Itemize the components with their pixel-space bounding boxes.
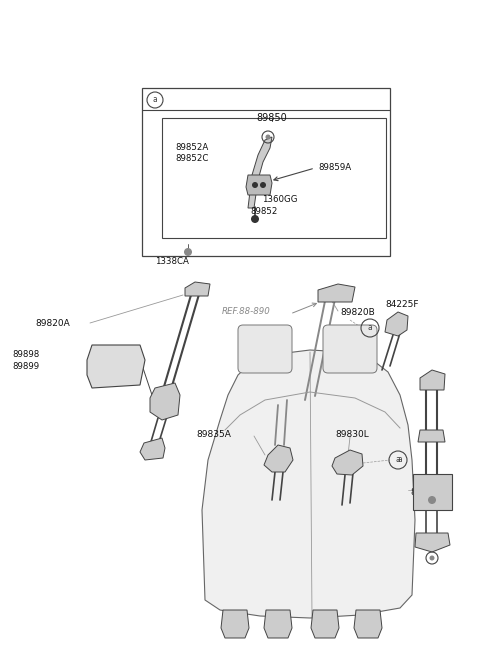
Polygon shape <box>264 445 293 472</box>
Text: 1338CA: 1338CA <box>155 257 189 266</box>
Circle shape <box>252 182 258 188</box>
Polygon shape <box>202 350 415 618</box>
Polygon shape <box>385 312 408 336</box>
Text: 89835A: 89835A <box>196 430 231 439</box>
Text: 89852A: 89852A <box>175 143 208 152</box>
Text: a: a <box>368 323 372 333</box>
Text: 1360GG: 1360GG <box>262 195 298 204</box>
Polygon shape <box>354 610 382 638</box>
Text: a: a <box>397 455 402 464</box>
Polygon shape <box>332 450 363 475</box>
Polygon shape <box>248 137 272 208</box>
Polygon shape <box>150 383 180 420</box>
Text: 89830L: 89830L <box>335 430 369 439</box>
Polygon shape <box>264 610 292 638</box>
Bar <box>162 118 386 238</box>
Text: 89852: 89852 <box>250 207 277 216</box>
Circle shape <box>184 248 192 256</box>
Text: 89859A: 89859A <box>318 163 351 172</box>
Polygon shape <box>318 284 355 302</box>
Text: 89898: 89898 <box>12 350 39 359</box>
Polygon shape <box>140 438 165 460</box>
Text: 89820A: 89820A <box>35 319 70 328</box>
Text: 89810A: 89810A <box>410 488 445 497</box>
Text: 89850: 89850 <box>257 113 288 123</box>
FancyBboxPatch shape <box>323 325 377 373</box>
Polygon shape <box>311 610 339 638</box>
Text: 89899: 89899 <box>12 362 39 371</box>
Text: 84225F: 84225F <box>385 300 419 309</box>
Text: REF.88-890: REF.88-890 <box>222 307 271 316</box>
Text: 89820B: 89820B <box>340 308 375 317</box>
Polygon shape <box>418 430 445 442</box>
Polygon shape <box>415 533 450 552</box>
Polygon shape <box>185 282 210 296</box>
Bar <box>142 88 390 256</box>
FancyBboxPatch shape <box>413 474 452 510</box>
Circle shape <box>251 215 259 223</box>
Polygon shape <box>221 610 249 638</box>
Circle shape <box>430 556 434 560</box>
Circle shape <box>265 134 271 140</box>
FancyBboxPatch shape <box>238 325 292 373</box>
Polygon shape <box>420 370 445 390</box>
Circle shape <box>428 496 436 504</box>
Text: a: a <box>396 455 400 464</box>
Text: a: a <box>153 96 157 104</box>
Text: 89852C: 89852C <box>175 154 208 163</box>
Polygon shape <box>87 345 145 388</box>
Polygon shape <box>246 175 272 195</box>
Circle shape <box>260 182 266 188</box>
